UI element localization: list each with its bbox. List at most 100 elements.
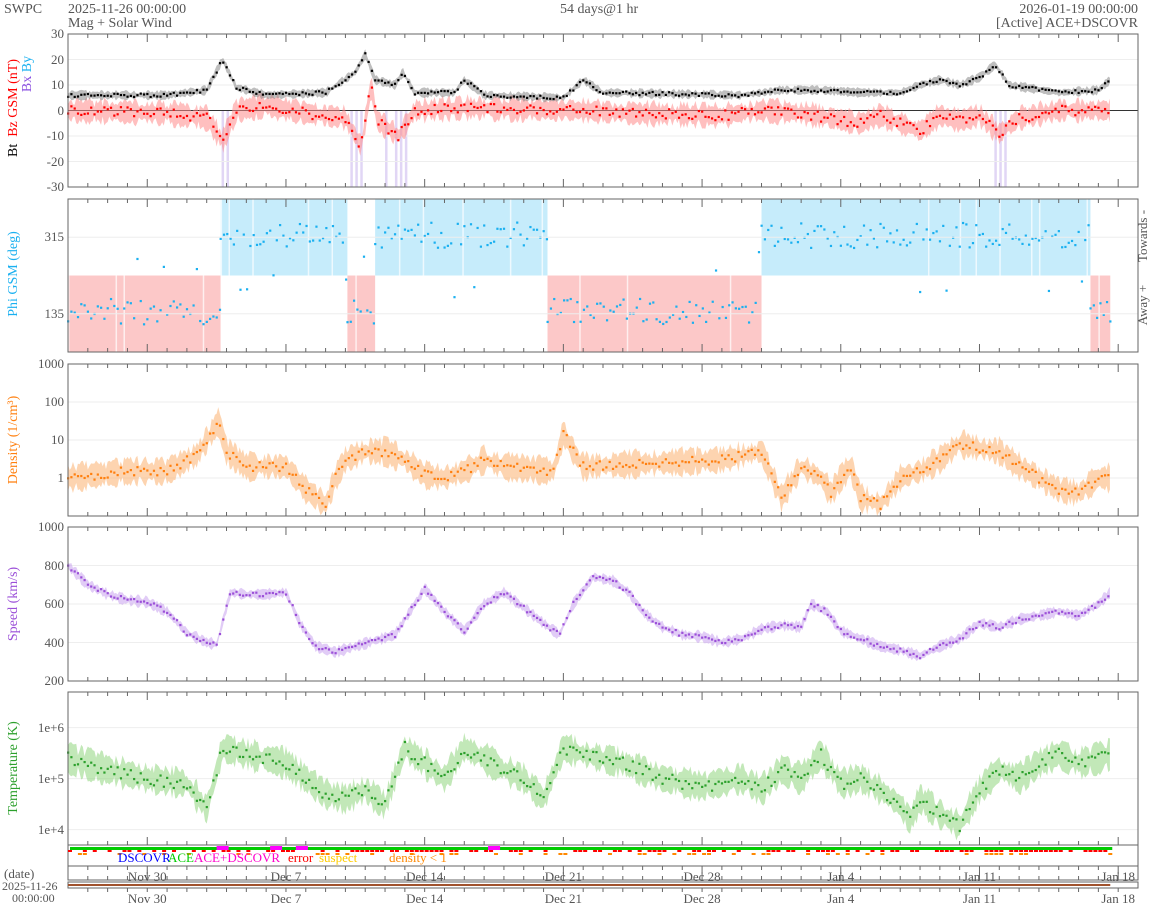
density-point [103, 477, 106, 480]
bt-point [337, 83, 341, 86]
phi-point [876, 246, 879, 249]
bz-point [671, 112, 674, 115]
error-flag [127, 850, 132, 852]
x-axis-label: Nov 30 [127, 891, 167, 906]
density-point [750, 448, 753, 451]
temp-point [179, 779, 182, 782]
speed-point [975, 626, 978, 630]
bt-point [436, 91, 440, 94]
temp-point [321, 796, 324, 799]
density-point [235, 455, 238, 459]
speed-point [1028, 618, 1031, 621]
speed-point [1041, 614, 1044, 617]
phi-point [767, 228, 770, 232]
density-point [856, 483, 859, 486]
temp-point [1094, 756, 1097, 759]
temp-point [133, 777, 136, 781]
speed-point [119, 595, 123, 598]
density-point [232, 451, 235, 455]
density-point [1001, 456, 1004, 459]
density-point [753, 453, 757, 456]
density-point [555, 453, 558, 456]
speed-point [489, 601, 492, 604]
phi-point [569, 297, 572, 301]
bt-point [750, 91, 753, 94]
density-point [209, 432, 212, 435]
density-point [251, 469, 255, 472]
bt-point [915, 85, 918, 88]
phi-point [380, 246, 383, 249]
bt-point [360, 59, 364, 62]
density-low-flag [325, 853, 330, 855]
speed-point [833, 620, 836, 623]
bz-point [611, 112, 615, 115]
bz-point [968, 116, 971, 120]
temp-point [450, 770, 453, 773]
temp-point [248, 755, 251, 758]
bt-point [552, 97, 555, 101]
density-point [1074, 487, 1077, 490]
density-low-flag [449, 853, 454, 855]
temp-point [872, 788, 876, 791]
density-low-flag [999, 853, 1004, 855]
phi-point [592, 316, 595, 319]
speed-point [539, 618, 542, 621]
speed-point [677, 634, 681, 637]
speed-point [202, 638, 205, 642]
density-low-flag [865, 853, 870, 855]
speed-point [565, 616, 568, 620]
bt-point [370, 69, 374, 72]
density-y-tick: 1 [57, 470, 65, 485]
bz-point [677, 116, 681, 119]
phi-point [512, 228, 516, 231]
speed-point [849, 635, 852, 638]
temp-point [400, 758, 403, 761]
error-flag [429, 850, 434, 852]
density-point [625, 463, 628, 467]
phi-point [362, 255, 366, 258]
density-low-flag [806, 853, 811, 855]
phi-point [242, 233, 245, 236]
bz-point [324, 116, 327, 119]
bx-by-bar [404, 110, 408, 187]
bt-point [242, 86, 245, 89]
density-point [136, 466, 139, 469]
density-point [331, 485, 334, 488]
bz-point [562, 108, 565, 111]
bt-point [886, 93, 889, 96]
phi-point [315, 225, 318, 228]
phi-point [76, 316, 80, 319]
speed-point [668, 628, 671, 631]
bt-point [228, 74, 232, 77]
temp-point [608, 758, 611, 762]
density-point [1041, 477, 1044, 480]
bt-point [635, 91, 638, 95]
bz-point [582, 107, 585, 111]
temp-point [367, 789, 370, 792]
bz-point [502, 106, 506, 109]
temp-point [522, 781, 525, 784]
speed-point [684, 634, 687, 637]
temp-point [103, 771, 106, 774]
bt-point [1008, 85, 1011, 88]
density-point [1014, 462, 1018, 466]
bz-point [354, 137, 357, 141]
phi-point [718, 317, 721, 320]
error-flag [454, 850, 459, 852]
bz-point [872, 115, 876, 118]
speed-point [463, 631, 466, 634]
density-point [975, 448, 978, 451]
density-point [532, 466, 535, 469]
speed-point [750, 633, 753, 636]
bt-point [1057, 90, 1060, 93]
phi-point [879, 222, 882, 226]
bt-point [502, 95, 506, 98]
bt-point [390, 83, 393, 87]
x-axis-label: Jan 11 [962, 891, 997, 906]
temp-point [1011, 770, 1014, 773]
temp-point [849, 782, 852, 785]
density-y-tick: 10 [51, 432, 64, 447]
speed-point [912, 652, 915, 655]
density-point [86, 475, 90, 478]
density-point [720, 454, 724, 457]
